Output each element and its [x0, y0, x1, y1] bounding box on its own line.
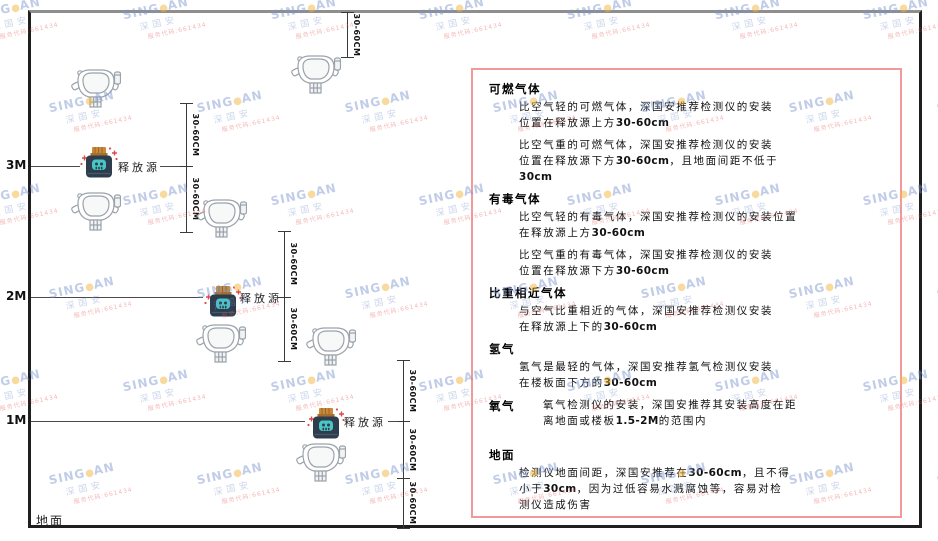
gas-detector [304, 322, 357, 372]
guideline-panel: 可燃气体比空气轻的可燃气体，深国安推荐检测仪的安装 位置在释放源上方30-60c… [471, 68, 902, 518]
release-source-label: 释放源 [240, 292, 282, 305]
dimension-line [186, 103, 187, 166]
dimension-tick [397, 421, 410, 422]
dimension-tick [180, 232, 193, 233]
dimension-tick [180, 166, 193, 167]
gas-detector-icon [306, 327, 357, 366]
gas-detector [194, 319, 247, 369]
gas-detector-icon [71, 192, 122, 231]
release-source [203, 285, 243, 325]
dimension-line [403, 421, 404, 478]
dimension-tick [278, 361, 291, 362]
section-paragraph: 比空气轻的可燃气体，深国安推荐检测仪的安装 位置在释放源上方30-60cm [519, 101, 774, 129]
dimension-label: 30-60CM [289, 307, 298, 351]
gas-detector [195, 194, 248, 244]
gas-detector-icon [196, 324, 247, 363]
gas-detector-icon [197, 199, 248, 238]
dimension-tick [397, 528, 410, 529]
section-paragraph: 氢气是最轻的气体，深国安推荐氢气检测仪安装 在楼板面下方的30-60cm [519, 361, 774, 389]
dimension-tick [180, 103, 193, 104]
height-marker-label: 2M [6, 289, 27, 303]
dimension-label: 30-60CM [408, 369, 417, 412]
height-marker-label: 3M [6, 158, 27, 172]
dimension-tick [278, 297, 291, 298]
guideline-section: 可燃气体比空气轻的可燃气体，深国安推荐检测仪的安装 位置在释放源上方30-60c… [489, 81, 886, 185]
gas-detector [289, 50, 342, 100]
dimension-line [403, 478, 404, 528]
dimension-tick [397, 360, 410, 361]
height-marker-line [31, 166, 80, 167]
height-marker-line [31, 297, 203, 298]
height-marker-line [31, 421, 305, 422]
dimension-line [284, 231, 285, 297]
dimension-line [403, 360, 404, 421]
section-title: 氢气 [489, 342, 515, 356]
ground-label: 地面 [36, 514, 65, 528]
section-title: 地面 [489, 448, 515, 462]
room-outline [28, 10, 922, 528]
section-paragraph: 比空气重的可燃气体，深国安推荐检测仪的安装 位置在释放源下方30-60cm，且地… [519, 139, 779, 183]
dimension-label: 30-60CM [191, 113, 200, 156]
dimension-label: 30-60CM [289, 242, 298, 286]
release-source-icon [204, 286, 242, 317]
guideline-section: 氧气 氧气检测仪的安装，深国安推荐其安装高度在距 离地面或楼板1.5-2M的范围内 [489, 397, 886, 435]
section-title: 氧气 [489, 399, 515, 413]
height-marker-connector [388, 421, 403, 422]
height-marker-connector [160, 166, 186, 167]
release-source-label: 释放源 [118, 161, 160, 174]
guideline-section: 地面 检测仪地面间距，深国安推荐在30-60cm，且不得 小于30cm，因为过低容… [489, 447, 886, 513]
gas-detector [69, 64, 122, 114]
dimension-tick [341, 12, 354, 13]
gas-detector-icon [296, 443, 347, 482]
section-paragraph: 与空气比重相近的气体，深国安推荐检测仪安装 在释放源上下的30-60cm [519, 305, 774, 333]
gas-detector-icon [71, 69, 122, 108]
dimension-tick [278, 231, 291, 232]
section-title: 比重相近气体 [489, 286, 567, 300]
section-paragraph: 氧气检测仪的安装，深国安推荐其安装高度在距 离地面或楼板1.5-2M的范围内 [543, 399, 798, 427]
gas-detector-icon [291, 55, 342, 94]
dimension-line [186, 166, 187, 232]
release-source [79, 146, 119, 186]
height-marker-label: 1M [6, 413, 27, 427]
guideline-section: 氢气 氢气是最轻的气体，深国安推荐氢气检测仪安装 在楼板面下方的30-60cm [489, 341, 886, 391]
release-source [306, 407, 346, 447]
gas-detector [294, 438, 347, 488]
dimension-label: 30-60CM [408, 428, 417, 471]
dimension-tick [397, 478, 410, 479]
section-paragraph: 比空气轻的有毒气体，深国安推荐检测仪的安装位置 在释放源上方30-60cm [519, 211, 798, 239]
guideline-section: 比重相近气体与空气比重相近的气体，深国安推荐检测仪安装 在释放源上下的30-60… [489, 285, 886, 335]
section-paragraph: 检测仪地面间距，深国安推荐在30-60cm，且不得 小于30cm，因为过低容易水… [519, 467, 791, 511]
dimension-tick [341, 57, 354, 58]
guideline-section: 有毒气体比空气轻的有毒气体，深国安推荐检测仪的安装位置 在释放源上方30-60c… [489, 191, 886, 279]
release-source-icon [307, 408, 345, 439]
dimension-line [284, 297, 285, 361]
gas-detector [69, 187, 122, 237]
dimension-line [347, 12, 348, 57]
guideline-sections: 可燃气体比空气轻的可燃气体，深国安推荐检测仪的安装 位置在释放源上方30-60c… [489, 81, 886, 513]
dimension-label: 30-60CM [408, 481, 417, 525]
section-title: 可燃气体 [489, 82, 541, 96]
release-source-label: 释放源 [344, 416, 386, 429]
dimension-label: 30-60CM [352, 13, 361, 56]
section-paragraph: 比空气重的有毒气体，深国安推荐检测仪的安装 位置在释放源下方30-60cm [519, 249, 774, 277]
release-source-icon [80, 147, 118, 178]
section-title: 有毒气体 [489, 192, 541, 206]
